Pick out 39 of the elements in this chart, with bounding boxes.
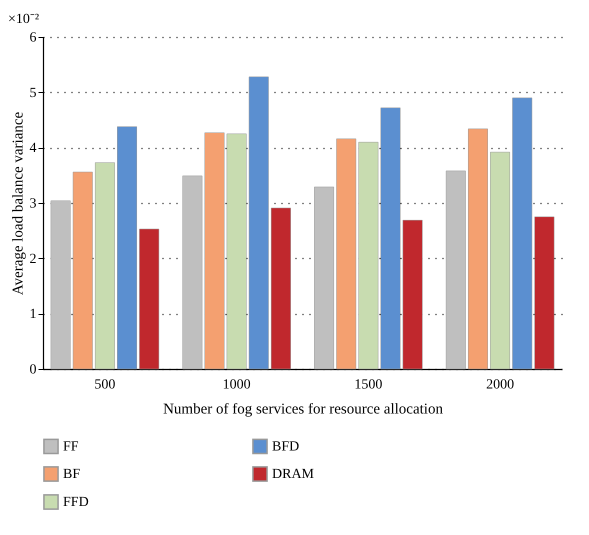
bar (446, 170, 466, 370)
bar (380, 108, 400, 370)
bar (468, 128, 488, 370)
bar (139, 228, 160, 370)
y-tick-label: 3 (30, 196, 36, 212)
bar (358, 142, 378, 370)
legend-label: FF (63, 439, 79, 454)
bar (204, 132, 224, 370)
bar (270, 208, 291, 370)
text: ×10⁻² (8, 12, 40, 27)
x-axis-title: Number of fog services for resource allocation (163, 402, 444, 418)
x-tick-label: 1500 (354, 378, 382, 392)
y-axis-title: Average load balance variance (10, 111, 26, 296)
x-tick-label: 500 (94, 378, 116, 392)
bar (248, 76, 269, 370)
bar (512, 98, 532, 370)
bar (182, 176, 202, 370)
bar (490, 152, 510, 370)
bar (94, 162, 115, 370)
y-tick-label: 1 (30, 307, 36, 322)
x-tick-label: 1000 (222, 378, 251, 392)
legend-label: BFD (272, 439, 300, 454)
legend-label: FFD (63, 495, 89, 510)
y-tick-label: 0 (30, 362, 36, 378)
bar (402, 220, 423, 370)
bar (226, 134, 247, 370)
bar (314, 186, 334, 370)
bar (117, 126, 138, 370)
y-tick-label: 6 (30, 30, 36, 46)
bar (72, 172, 93, 370)
legend-label: BF (63, 467, 80, 482)
y-tick-label: 2 (30, 252, 36, 267)
y-tick-label: 4 (30, 141, 36, 156)
y-tick-label: 5 (30, 86, 36, 101)
bar (50, 200, 71, 370)
legend-label: DRAM (272, 467, 315, 482)
bar (336, 138, 356, 370)
x-tick-label: 2000 (486, 378, 514, 392)
bar (534, 216, 554, 370)
